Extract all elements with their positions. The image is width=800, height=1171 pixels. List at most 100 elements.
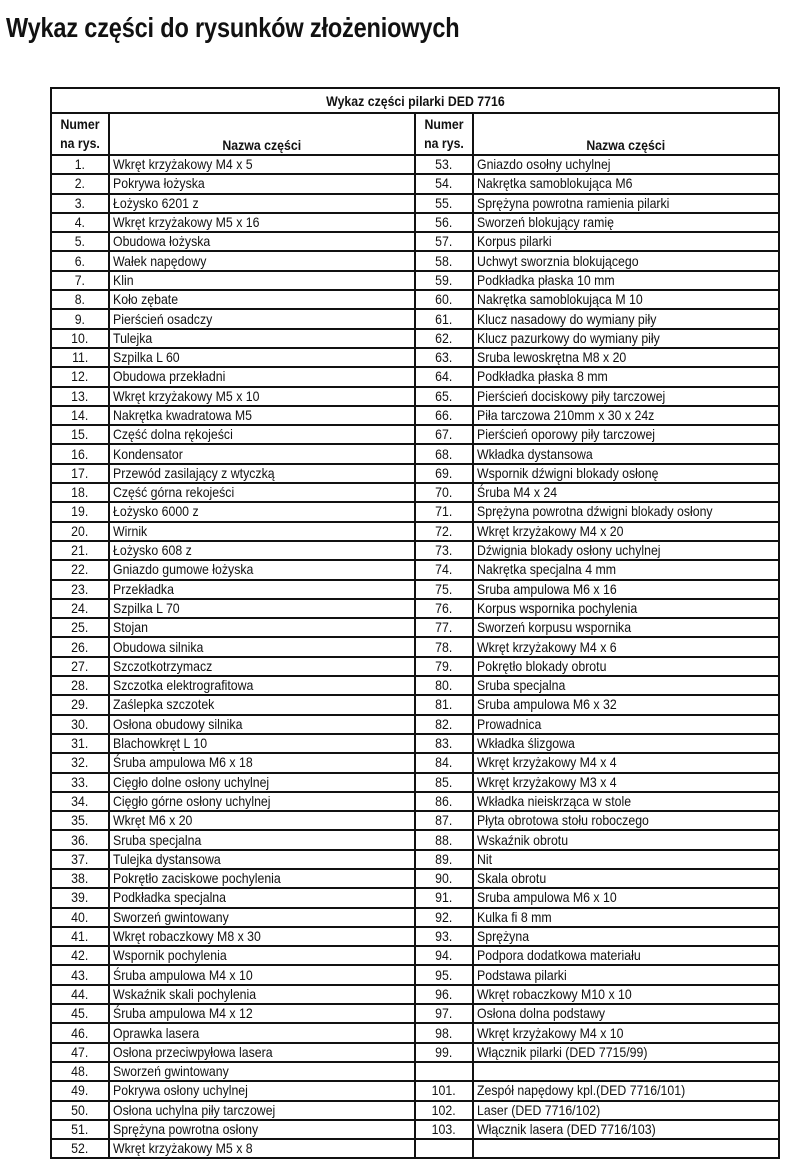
part-number: 2.	[74, 175, 86, 192]
part-name: Prowadnica	[477, 715, 542, 732]
part-name: Wkręt krzyżakowy M4 x 10	[477, 1024, 624, 1041]
part-name: Sruba ampulowa M6 x 16	[477, 580, 617, 597]
part-number-cell: 15.	[50, 424, 110, 446]
part-name-cell: Szczotka elektrografitowa	[108, 675, 416, 697]
header-name-text: Nazwa części	[222, 137, 302, 153]
part-name-cell	[471, 1060, 781, 1083]
part-name-cell: Śruba ampulowa M4 x 10	[108, 964, 416, 986]
part-name: Klin	[113, 271, 134, 288]
table-row: 51. Sprężyna powrotna osłony 103. Włącznik …	[50, 1118, 781, 1141]
part-number-cell: 86.	[414, 790, 474, 813]
part-name: Sworzeń blokujący ramię	[477, 214, 614, 231]
part-name-cell: Nit	[471, 848, 781, 870]
part-name-cell: Sworzeń gwintowany	[108, 906, 416, 928]
part-name-cell: Sruba lewoskrętna M8 x 20	[471, 346, 781, 369]
part-number-cell: 28.	[50, 675, 110, 697]
table-row: 19. Łożysko 6000 z 71. Sprężyna powrotna dź…	[50, 501, 781, 523]
part-name: Sruba ampulowa M6 x 32	[477, 696, 617, 713]
part-name-cell: Korpus wspornika pochylenia	[471, 597, 781, 620]
part-name-cell: Łożysko 6000 z	[108, 501, 416, 523]
part-name: Kulka fi 8 mm	[477, 908, 552, 925]
table-row: 35. Wkręt M6 x 20 87. Płyta obrotowa stołu …	[50, 810, 781, 832]
part-name-cell: Osłona obudowy silnika	[108, 713, 416, 735]
part-name: Zespół napędowy kpl.(DED 7716/101)	[477, 1082, 686, 1099]
part-number-cell: 17.	[50, 462, 110, 485]
table-row: 23. Przekładka 75. Sruba ampulowa M6 x 16	[50, 578, 781, 600]
part-number-cell: 79.	[414, 655, 474, 678]
part-name: Wkręt krzyżakowy M3 x 4	[477, 773, 617, 790]
table-row: 17. Przewód zasilający z wtyczką 69. Wsporn…	[50, 462, 781, 485]
part-number: 17.	[71, 464, 89, 481]
part-name-cell: Tulejka dystansowa	[108, 848, 416, 870]
part-number-cell: 74.	[414, 559, 474, 581]
table-row: 45. Śruba ampulowa M4 x 12 97. Osłona dolna…	[50, 1003, 781, 1025]
part-name-cell: Dźwignia blokady osłony uchylnej	[471, 539, 781, 562]
part-name: Osłona dolna podstawy	[477, 1005, 606, 1022]
part-name-cell: Wkręt krzyżakowy M4 x 6	[471, 636, 781, 658]
part-number: 38.	[71, 870, 89, 887]
part-number-cell: 78.	[414, 636, 474, 658]
part-name: Tulejka dystansowa	[113, 850, 221, 867]
part-name: Pokrętło zaciskowe pochylenia	[113, 870, 281, 887]
part-name: Korpus wspornika pochylenia	[477, 599, 638, 616]
part-number-cell: 9.	[50, 308, 110, 330]
part-name-cell: Włącznik lasera (DED 7716/103)	[471, 1118, 781, 1141]
part-name-cell: Wkładka nieiskrząca w stole	[471, 790, 781, 813]
part-name: Wkręt krzyżakowy M4 x 6	[477, 638, 617, 655]
part-number-cell: 33.	[50, 771, 110, 793]
part-name: Wskaźnik obrotu	[477, 831, 569, 848]
part-name: Gniazdo gumowe łożyska	[113, 561, 254, 578]
part-number-cell: 36.	[50, 829, 110, 851]
part-name-cell: Wkręt krzyżakowy M5 x 10	[108, 385, 416, 407]
part-name-cell: Wkręt krzyżakowy M5 x 16	[108, 211, 416, 234]
part-name: Sruba lewoskrętna M8 x 20	[477, 349, 627, 366]
part-number-cell: 77.	[414, 617, 474, 639]
table-row: 14. Nakrętka kwadratowa M5 66. Piła tarczow…	[50, 404, 781, 427]
part-name: Nakrętka specjalna 4 mm	[477, 561, 616, 578]
part-name-cell: Część dolna rękojeści	[108, 424, 416, 446]
part-name: Przekładka	[113, 580, 174, 597]
part-number: 68.	[435, 445, 453, 462]
part-name-cell: Wspornik dźwigni blokady osłonę	[471, 462, 781, 485]
part-number-cell: 68.	[414, 443, 474, 465]
part-name: Podstawa pilarki	[477, 966, 567, 983]
part-name: Wkręt krzyżakowy M4 x 5	[113, 156, 253, 173]
part-number: 20.	[71, 522, 89, 539]
part-number: 52.	[71, 1140, 89, 1157]
part-name-cell: Przekładka	[108, 578, 416, 600]
table-row: 1. Wkręt krzyżakowy M4 x 5 53. Gniazdo osoł…	[50, 153, 781, 176]
part-name: Piła tarczowa 210mm x 30 x 24z	[477, 407, 655, 423]
part-name-cell: Klucz pazurkowy do wymiany piły	[471, 327, 781, 349]
part-number: 73.	[435, 542, 453, 559]
part-name-cell: Uchwyt sworznia blokującego	[471, 250, 781, 272]
part-number: 49.	[71, 1082, 89, 1099]
part-name: Wkręt robaczkowy M10 x 10	[477, 985, 632, 1002]
parts-table: Wykaz części pilarki DED 7716 Numer na r…	[49, 87, 781, 1160]
part-name-cell: Pierścień dociskowy piły tarczowej	[471, 385, 781, 407]
part-name-cell: Wskaźnik skali pochylenia	[108, 983, 416, 1006]
part-name: Łożysko 6000 z	[113, 503, 199, 520]
part-name: Dźwignia blokady osłony uchylnej	[477, 542, 661, 559]
part-name-cell: Nakrętka samoblokująca M6	[471, 173, 781, 195]
part-name-cell: Wkładka dystansowa	[471, 443, 781, 465]
table-row: 5. Obudowa łożyska 57. Korpus pilarki	[50, 231, 781, 253]
part-number-cell: 19.	[50, 501, 110, 523]
part-number: 63.	[435, 349, 453, 366]
part-number: 91.	[435, 889, 453, 906]
part-number: 97.	[435, 1005, 453, 1022]
part-name-cell: Łożysko 608 z	[108, 539, 416, 562]
part-number-cell: 96.	[414, 983, 474, 1006]
part-number-cell: 51.	[50, 1118, 110, 1141]
part-name-cell: Sprężyna powrotna osłony	[108, 1118, 416, 1141]
part-number: 88.	[435, 831, 453, 848]
part-number: 81.	[435, 696, 453, 713]
part-name: Przewód zasilający z wtyczką	[113, 464, 275, 481]
table-row: 9. Pierścień osadczy 61. Klucz nasadowy do …	[50, 308, 781, 330]
part-number: 62.	[435, 329, 453, 346]
part-number: 103.	[432, 1120, 456, 1137]
part-number-cell: 13.	[50, 385, 110, 407]
part-number: 75.	[435, 580, 453, 597]
part-name-cell: Wkręt krzyżakowy M4 x 20	[471, 520, 781, 542]
table-row: 13. Wkręt krzyżakowy M5 x 10 65. Pierścień …	[50, 385, 781, 407]
part-name: Gniazdo osołny uchylnej	[477, 156, 611, 173]
